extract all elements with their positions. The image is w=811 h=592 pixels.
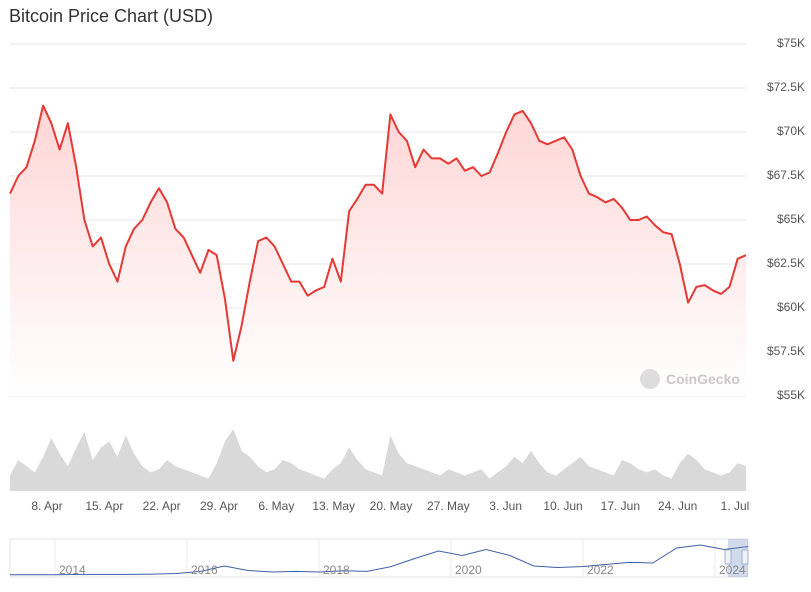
price-line[interactable]: [9, 104, 747, 362]
navigator-year-label: 2016: [191, 563, 218, 577]
x-tick-label: 17. Jun: [600, 499, 641, 513]
x-tick-label: 3. Jun: [489, 499, 523, 513]
x-tick-label: 1. Jul: [720, 499, 750, 513]
y-tick-label: $72.5K: [766, 80, 805, 94]
navigator-year-label: 2022: [587, 563, 614, 577]
x-tick-label: 6. May: [258, 499, 295, 513]
navigator-year-label: 2018: [323, 563, 350, 577]
y-tick-label: $75K: [776, 36, 805, 50]
x-tick-label: 15. Apr: [85, 499, 124, 513]
y-tick-label: $60K: [776, 300, 805, 314]
navigator-year-label: 2024: [719, 563, 746, 577]
x-tick-label: 22. Apr: [142, 499, 181, 513]
x-tick-label: 10. Jun: [543, 499, 583, 513]
y-tick-label: $57.5K: [766, 344, 805, 358]
x-tick-label: 8. Apr: [31, 499, 63, 513]
y-tick-label: $65K: [776, 212, 805, 226]
navigator-handle[interactable]: [741, 549, 749, 565]
coingecko-watermark: CoinGecko: [640, 369, 740, 389]
y-tick-label: $55K: [776, 388, 805, 402]
navigator-selection[interactable]: [728, 539, 748, 577]
x-tick-label: 20. May: [369, 499, 413, 513]
y-tick-label: $67.5K: [766, 168, 805, 182]
y-tick-label: $62.5K: [766, 256, 805, 270]
x-tick-label: 29. Apr: [199, 499, 239, 513]
price-area: [10, 105, 746, 396]
navigator-year-label: 2020: [455, 563, 482, 577]
x-tick-label: 24. Jun: [657, 499, 698, 513]
chart-title: Bitcoin Price Chart (USD): [9, 6, 214, 26]
navigator-year-label: 2014: [59, 563, 86, 577]
x-tick-label: 27. May: [426, 499, 470, 513]
navigator[interactable]: [9, 538, 749, 578]
watermark-text: CoinGecko: [666, 371, 740, 387]
navigator-frame: [9, 538, 749, 578]
coingecko-logo-icon: [640, 369, 660, 389]
volume-area: [10, 429, 746, 491]
x-tick-label: 13. May: [312, 499, 355, 513]
navigator-handle[interactable]: [724, 549, 732, 565]
navigator-line: [10, 544, 749, 576]
y-tick-label: $70K: [776, 124, 805, 138]
